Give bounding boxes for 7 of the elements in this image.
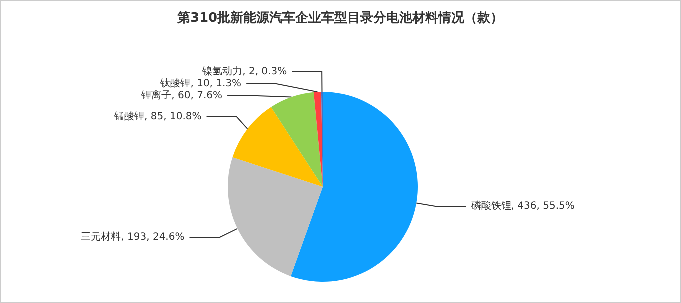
- slice-label: 镍氢动力, 2, 0.3%: [202, 66, 288, 78]
- chart-title: 第310批新能源汽车企业车型目录分电池材料情况（款）: [176, 10, 504, 26]
- slice-label: 磷酸铁锂, 436, 55.5%: [470, 200, 575, 212]
- slice-label: 三元材料, 193, 24.6%: [81, 231, 185, 244]
- slice-label: 钛酸锂, 10, 1.3%: [160, 78, 242, 90]
- slice-label: 锂离子, 60, 7.6%: [140, 90, 223, 102]
- slice-label: 锰酸锂, 85, 10.8%: [114, 110, 202, 122]
